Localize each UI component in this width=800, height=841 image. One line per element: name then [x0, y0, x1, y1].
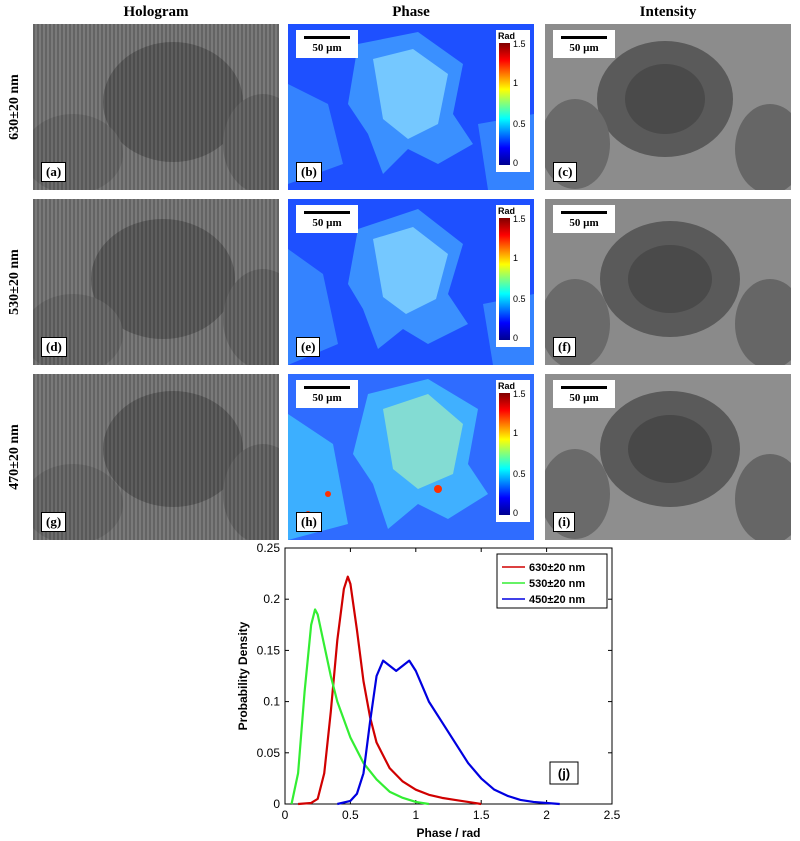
row-label-530: 530±20 nm [7, 249, 22, 315]
intensity-image-470: 50 µm (i) [545, 374, 791, 540]
row-label-470: 470±20 nm [7, 424, 22, 490]
intensity-image-530: 50 µm (f) [545, 199, 791, 365]
scale-bar: 50 µm [296, 205, 358, 233]
scale-bar: 50 µm [296, 380, 358, 408]
panel-label-b: (b) [296, 162, 322, 182]
panel-label-d: (d) [41, 337, 67, 357]
phase-image-530: 50 µm Rad 1.5 1 0.5 0 (e) [288, 199, 534, 365]
y-axis-label: Probability Density [236, 621, 250, 730]
panel-label-f: (f) [553, 337, 576, 357]
probability-density-chart: 0 0.5 1 1.5 2 2.5 0 0.05 0.1 0.15 0.2 0.25 Phase / r… [236, 541, 621, 840]
hologram-image-530: (d) [33, 199, 279, 365]
x-tick-label: 1 [412, 808, 419, 822]
y-tick-label: 0.25 [257, 541, 281, 555]
panel-label-i: (i) [553, 512, 576, 532]
column-header-phase: Phase [392, 4, 430, 20]
y-tick-label: 0.2 [263, 592, 280, 606]
x-tick-label: 1.5 [473, 808, 490, 822]
x-axis-label: Phase / rad [416, 826, 480, 840]
legend-entry: 530±20 nm [529, 578, 585, 590]
scale-bar: 50 µm [553, 380, 615, 408]
x-tick-label: 0.5 [342, 808, 359, 822]
phase-image-630: 50 µm Rad 1.5 1 0.5 0 (b) [288, 24, 534, 190]
series-line-2 [337, 659, 560, 806]
y-tick-label: 0.15 [257, 643, 281, 657]
x-tick-label: 0 [282, 808, 289, 822]
column-header-hologram: Hologram [123, 4, 189, 20]
y-tick-label: 0.1 [263, 695, 280, 709]
series-line-0 [297, 575, 482, 806]
panel-label-j: (j) [558, 766, 570, 781]
panel-label-e: (e) [296, 337, 321, 357]
scale-bar: 50 µm [296, 30, 358, 58]
colorbar: Rad 1.5 1 0.5 0 [496, 380, 530, 522]
colorbar: Rad 1.5 1 0.5 0 [496, 205, 530, 347]
panel-label-j-box [549, 761, 579, 785]
column-header-intensity: Intensity [639, 4, 697, 20]
x-tick-label: 2.5 [604, 808, 621, 822]
colorbar: Rad 1.5 1 0.5 0 [496, 30, 530, 172]
panel-label-g: (g) [41, 512, 67, 532]
panel-label-h: (h) [296, 512, 322, 532]
row-label-630: 630±20 nm [7, 74, 22, 140]
hologram-image-630: (a) [33, 24, 279, 190]
panel-label-c: (c) [553, 162, 578, 182]
hologram-image-470: (g) [33, 374, 279, 540]
y-tick-label: 0 [273, 797, 280, 811]
phase-image-470: 50 µm Rad 1.5 1 0.5 0 (h) [288, 374, 534, 540]
y-tick-label: 0.05 [257, 746, 281, 760]
scale-bar: 50 µm [553, 30, 615, 58]
legend-entry: 450±20 nm [529, 594, 585, 606]
scale-bar: 50 µm [553, 205, 615, 233]
panel-label-a: (a) [41, 162, 67, 182]
intensity-image-630: 50 µm (c) [545, 24, 791, 190]
legend-entry: 630±20 nm [529, 562, 585, 574]
x-tick-label: 2 [543, 808, 550, 822]
series-line-1 [290, 608, 430, 806]
